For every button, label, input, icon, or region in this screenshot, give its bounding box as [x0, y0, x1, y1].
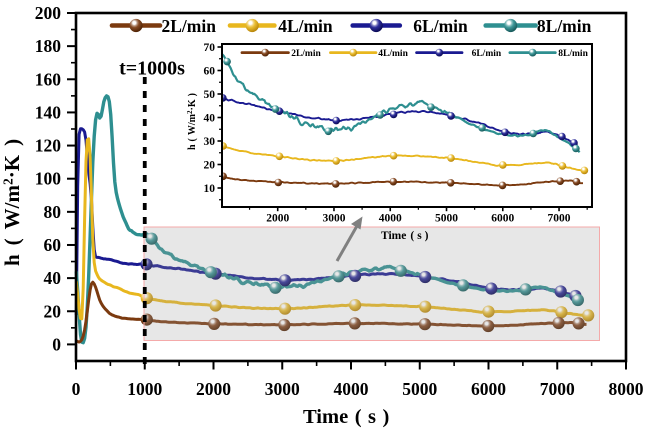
svg-text:40: 40 [44, 268, 62, 288]
svg-text:0: 0 [52, 334, 61, 354]
svg-text:8L/min: 8L/min [537, 16, 592, 36]
svg-text:6000: 6000 [471, 379, 506, 399]
svg-text:2L/min: 2L/min [291, 49, 321, 59]
svg-text:8L/min: 8L/min [558, 49, 588, 59]
svg-text:4000: 4000 [379, 212, 402, 224]
svg-text:4L/min: 4L/min [378, 49, 408, 59]
svg-text:180: 180 [35, 36, 62, 56]
svg-text:2000: 2000 [196, 379, 231, 399]
svg-text:1000: 1000 [127, 379, 162, 399]
svg-text:8000: 8000 [609, 379, 644, 399]
svg-text:50: 50 [204, 89, 216, 101]
svg-text:4000: 4000 [334, 379, 369, 399]
svg-text:7000: 7000 [548, 212, 571, 224]
svg-text:4L/min: 4L/min [278, 16, 333, 36]
svg-text:6000: 6000 [491, 212, 514, 224]
svg-text:6L/min: 6L/min [472, 49, 502, 59]
svg-text:Time(s): Time(s) [303, 406, 389, 428]
svg-text:80: 80 [44, 202, 62, 222]
svg-text:7000: 7000 [540, 379, 575, 399]
svg-text:0: 0 [72, 379, 81, 399]
svg-text:140: 140 [35, 102, 62, 122]
svg-text:5000: 5000 [402, 379, 437, 399]
svg-text:200: 200 [35, 3, 62, 23]
svg-text:h(W/m2·K): h(W/m2·K) [0, 139, 24, 266]
svg-text:Time(s): Time(s) [381, 230, 429, 242]
svg-text:10: 10 [204, 183, 216, 195]
svg-text:100: 100 [35, 169, 62, 189]
svg-text:5000: 5000 [435, 212, 458, 224]
svg-text:120: 120 [35, 136, 62, 156]
svg-text:6L/min: 6L/min [413, 16, 468, 36]
svg-text:160: 160 [35, 69, 62, 89]
svg-text:30: 30 [204, 136, 216, 148]
svg-text:2000: 2000 [266, 212, 289, 224]
svg-text:h(W/m2·K): h(W/m2·K) [186, 93, 198, 150]
svg-text:2L/min: 2L/min [162, 16, 217, 36]
svg-text:20: 20 [204, 159, 216, 171]
svg-text:3000: 3000 [323, 212, 346, 224]
svg-text:60: 60 [44, 235, 62, 255]
svg-text:70: 70 [204, 42, 216, 54]
svg-text:20: 20 [44, 301, 62, 321]
svg-text:3000: 3000 [265, 379, 300, 399]
svg-text:40: 40 [204, 112, 216, 124]
svg-text:60: 60 [204, 65, 216, 77]
svg-text:t=1000s: t=1000s [119, 58, 185, 80]
